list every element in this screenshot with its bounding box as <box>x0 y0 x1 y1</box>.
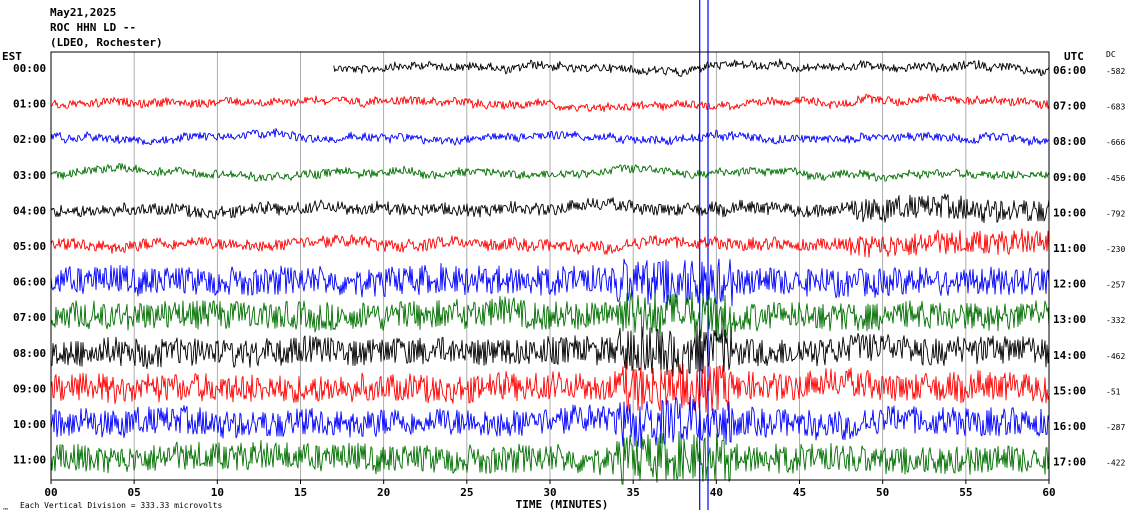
x-tick-label: 10 <box>211 486 224 499</box>
x-tick-label: 00 <box>44 486 57 499</box>
utc-hour-label: 14:00 <box>1053 349 1086 362</box>
scale-note: Each Vertical Division = 333.33 microvol… <box>20 501 222 510</box>
dc-offset-label: -666 <box>1106 138 1125 147</box>
header-date: May21,2025 <box>50 6 116 19</box>
dc-offset-label: -332 <box>1106 316 1125 325</box>
dc-offset-label: -582 <box>1106 67 1125 76</box>
x-ticks: 00 05 10 15 20 25 30 35 40 45 50 55 60 <box>44 480 1056 499</box>
header-station: ROC HHN LD -- <box>50 21 136 34</box>
x-tick-label: 30 <box>543 486 556 499</box>
dc-offset-label: -792 <box>1106 209 1125 218</box>
x-tick-label: 25 <box>460 486 473 499</box>
row-labels: 00:00 06:00 -582 01:00 07:00 -683 02:00 08:00 -6… <box>13 62 1125 469</box>
trace-line <box>50 291 1050 341</box>
x-tick-label: 35 <box>627 486 640 499</box>
est-axis-title: EST <box>2 50 22 63</box>
trace-line <box>50 193 1050 224</box>
trace-line <box>333 58 1050 78</box>
trace-line <box>50 258 1050 307</box>
x-tick-label: 60 <box>1042 486 1055 499</box>
est-hour-label: 05:00 <box>13 240 46 253</box>
trace-line <box>50 396 1050 449</box>
x-tick-label: 40 <box>710 486 723 499</box>
utc-hour-label: 08:00 <box>1053 135 1086 148</box>
dc-offset-label: -422 <box>1106 459 1125 468</box>
dc-offset-label: -683 <box>1106 103 1125 112</box>
x-tick-label: 55 <box>959 486 972 499</box>
est-hour-label: 04:00 <box>13 204 46 217</box>
header-network: (LDEO, Rochester) <box>50 36 163 49</box>
spike-lines <box>699 0 709 510</box>
est-hour-label: 08:00 <box>13 347 46 360</box>
trace-line <box>50 431 1050 485</box>
x-axis-label: TIME (MINUTES) <box>516 498 609 511</box>
x-tick-label: 20 <box>377 486 390 499</box>
est-hour-label: 11:00 <box>13 454 46 467</box>
traces <box>50 58 1050 485</box>
trace-line <box>50 93 1050 113</box>
trace-line <box>50 128 1050 146</box>
trace-line <box>50 325 1050 377</box>
dc-offset-label: -287 <box>1106 423 1125 432</box>
utc-hour-label: 06:00 <box>1053 64 1086 77</box>
x-tick-label: 15 <box>294 486 307 499</box>
x-tick-label: 45 <box>793 486 806 499</box>
trace-line <box>50 361 1050 413</box>
dc-offset-label: -257 <box>1106 281 1125 290</box>
est-hour-label: 00:00 <box>13 62 46 75</box>
utc-hour-label: 13:00 <box>1053 313 1086 326</box>
est-hour-label: 02:00 <box>13 133 46 146</box>
dc-axis-title: DC <box>1106 50 1116 59</box>
x-tick-label: 05 <box>128 486 141 499</box>
grid-lines <box>133 52 967 480</box>
utc-hour-label: 09:00 <box>1053 171 1086 184</box>
est-hour-label: 07:00 <box>13 311 46 324</box>
utc-hour-label: 12:00 <box>1053 278 1086 291</box>
est-hour-label: 01:00 <box>13 98 46 111</box>
dc-offset-label: -230 <box>1106 245 1125 254</box>
utc-hour-label: 11:00 <box>1053 242 1086 255</box>
corner-mark: ™ <box>2 507 9 515</box>
utc-hour-label: 10:00 <box>1053 206 1086 219</box>
trace-line <box>50 228 1050 258</box>
utc-hour-label: 17:00 <box>1053 456 1086 469</box>
utc-hour-label: 16:00 <box>1053 420 1086 433</box>
est-hour-label: 10:00 <box>13 418 46 431</box>
utc-hour-label: 15:00 <box>1053 384 1086 397</box>
trace-line <box>50 163 1050 182</box>
est-hour-label: 09:00 <box>13 382 46 395</box>
dc-offset-label: -51 <box>1106 387 1121 396</box>
est-hour-label: 03:00 <box>13 169 46 182</box>
dc-offset-label: -456 <box>1106 174 1125 183</box>
est-hour-label: 06:00 <box>13 276 46 289</box>
dc-offset-label: -462 <box>1106 352 1125 361</box>
utc-axis-title: UTC <box>1064 50 1084 63</box>
utc-hour-label: 07:00 <box>1053 100 1086 113</box>
x-tick-label: 50 <box>876 486 889 499</box>
